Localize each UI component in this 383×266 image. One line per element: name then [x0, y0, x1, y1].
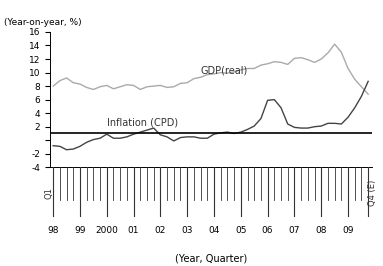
Text: 99: 99: [74, 226, 86, 235]
Text: 09: 09: [342, 226, 354, 235]
Text: 02: 02: [155, 226, 166, 235]
Text: 2000: 2000: [95, 226, 118, 235]
Text: 08: 08: [316, 226, 327, 235]
Text: 07: 07: [289, 226, 300, 235]
Text: Q4 (E): Q4 (E): [368, 180, 377, 206]
Text: 05: 05: [235, 226, 247, 235]
Text: Q1: Q1: [44, 187, 53, 199]
Text: (Year-on-year, %): (Year-on-year, %): [4, 18, 82, 27]
Text: GDP(real): GDP(real): [201, 66, 248, 76]
Text: 06: 06: [262, 226, 273, 235]
Text: 01: 01: [128, 226, 139, 235]
Text: 04: 04: [208, 226, 220, 235]
Text: 03: 03: [182, 226, 193, 235]
Text: 98: 98: [47, 226, 59, 235]
Text: Inflation (CPD): Inflation (CPD): [107, 117, 178, 127]
Text: (Year, Quarter): (Year, Quarter): [175, 253, 247, 263]
